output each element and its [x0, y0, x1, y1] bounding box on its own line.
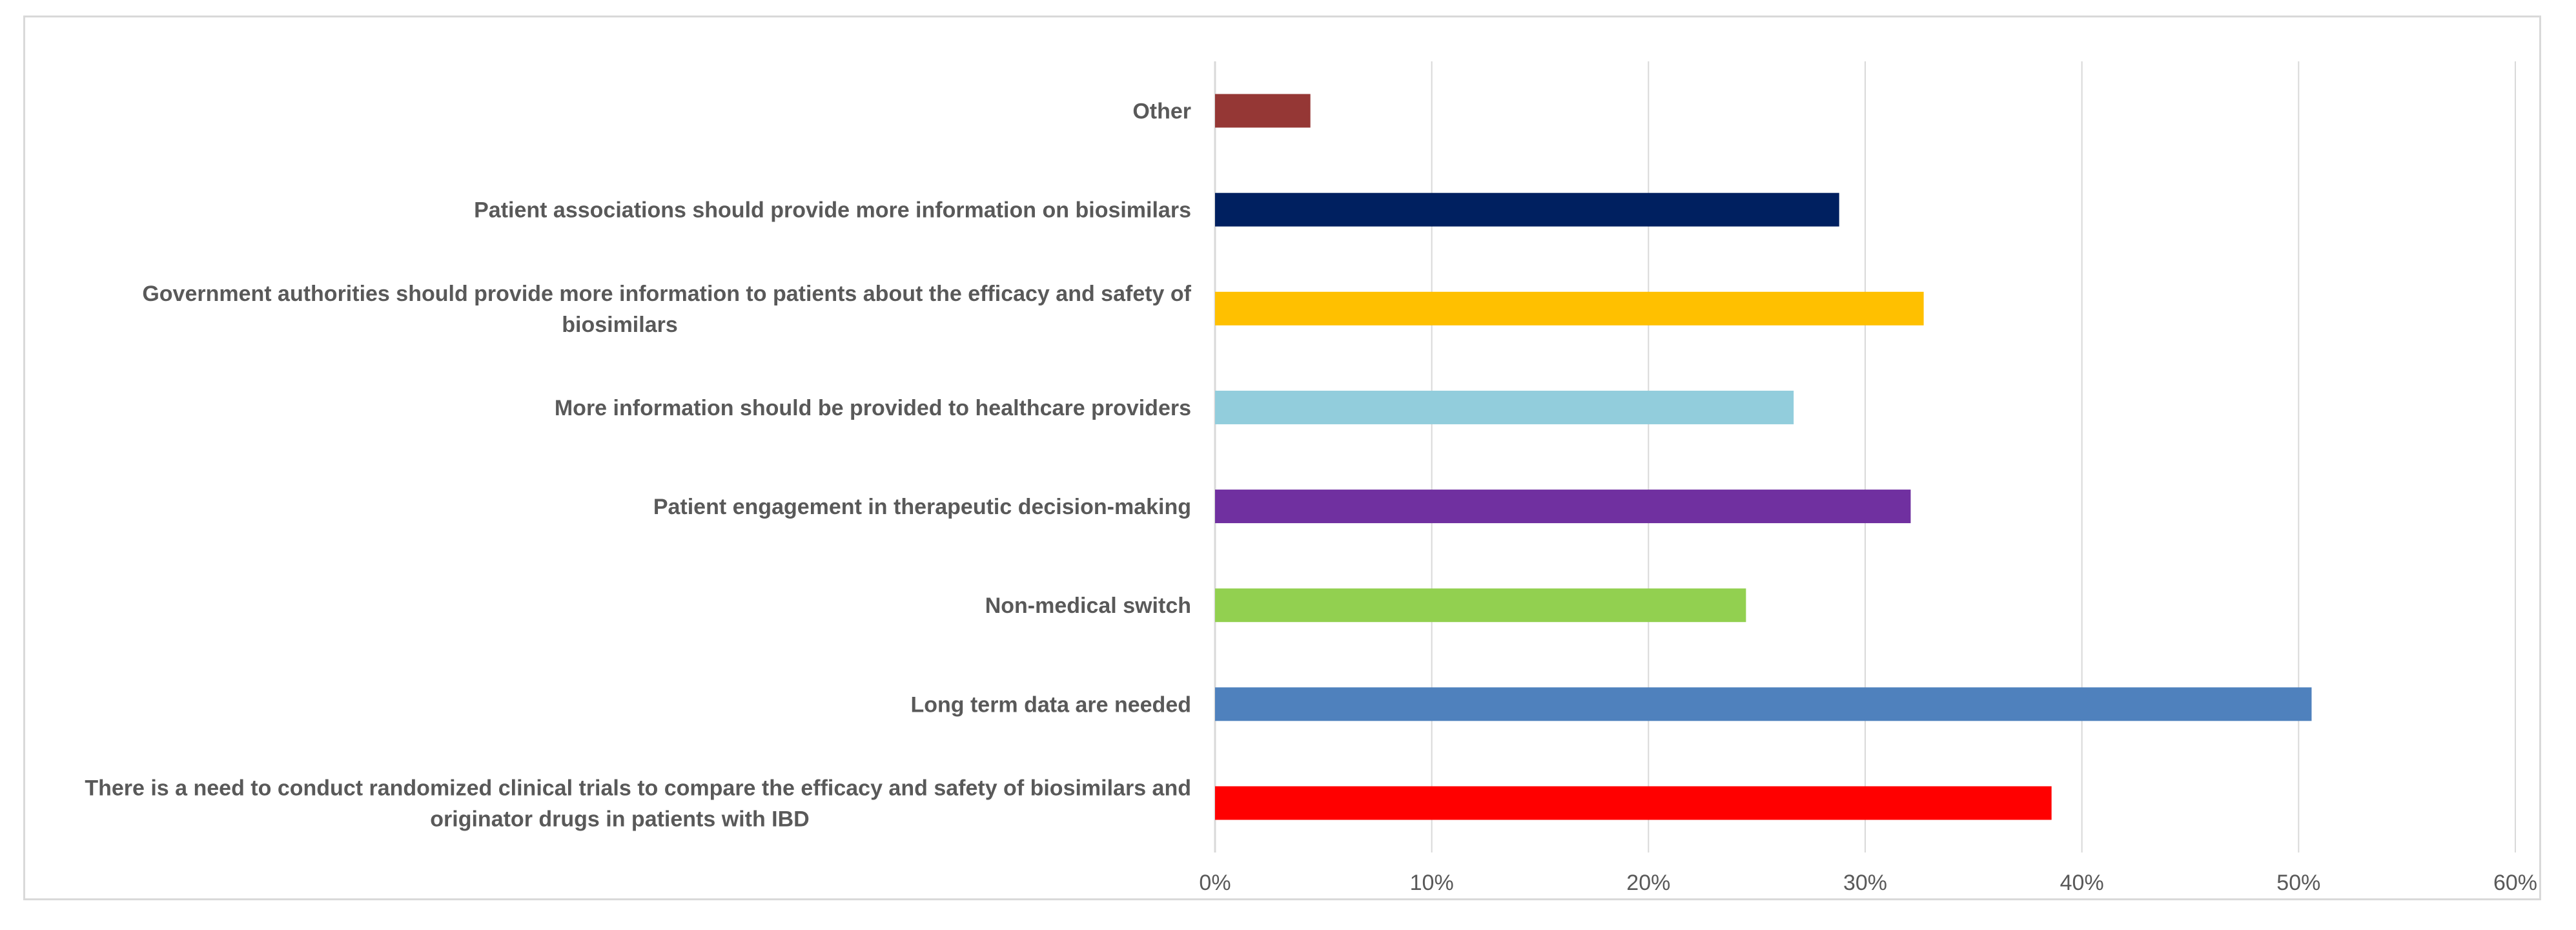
- bar-0: [1215, 786, 2052, 820]
- category-label: There is a need to conduct randomized cl…: [85, 776, 1191, 800]
- category-label: biosimilars: [562, 313, 678, 337]
- category-label: Long term data are needed: [910, 692, 1191, 717]
- bar-6: [1215, 192, 1839, 227]
- x-tick-label: 60%: [2493, 871, 2537, 895]
- category-label: Patient associations should provide more…: [474, 198, 1191, 223]
- category-label: Other: [1132, 99, 1191, 124]
- bar-5: [1215, 291, 1924, 326]
- category-label: Patient engagement in therapeutic decisi…: [653, 495, 1191, 519]
- category-label: originator drugs in patients with IBD: [430, 807, 809, 831]
- bar-3: [1215, 490, 1911, 524]
- x-tick-label: 0%: [1199, 871, 1231, 895]
- bar-4: [1215, 390, 1794, 424]
- x-tick-label: 10%: [1410, 871, 1454, 895]
- category-label: Government authorities should provide mo…: [142, 282, 1191, 306]
- bar-7: [1215, 94, 1311, 128]
- bar-1: [1215, 687, 2312, 721]
- bar-2: [1215, 588, 1746, 623]
- x-tick-label: 20%: [1626, 871, 1670, 895]
- category-label: Non-medical switch: [985, 594, 1191, 618]
- x-tick-label: 50%: [2276, 871, 2320, 895]
- x-tick-label: 40%: [2060, 871, 2104, 895]
- x-tick-label: 30%: [1843, 871, 1887, 895]
- chart-frame: [23, 16, 2541, 900]
- category-label: More information should be provided to h…: [555, 396, 1191, 420]
